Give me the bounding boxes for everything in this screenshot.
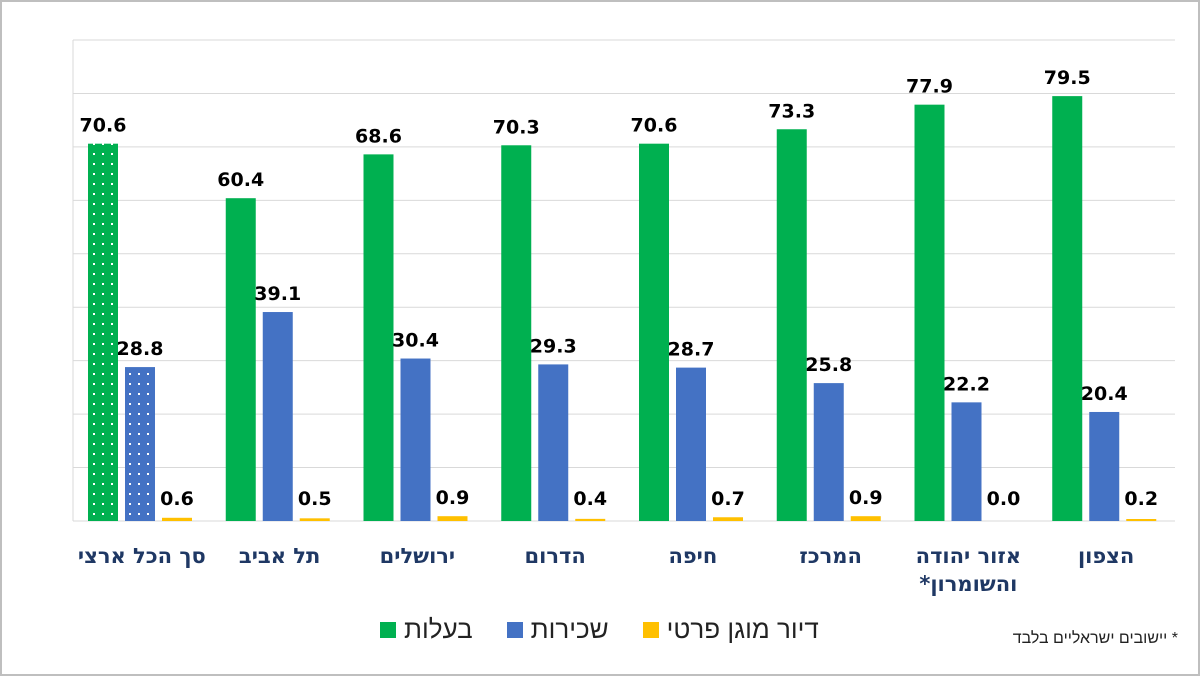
bar [363, 154, 394, 522]
data-label: 28.8 [117, 338, 164, 360]
category-label: חיפה [668, 544, 717, 568]
bar [776, 129, 807, 521]
data-label: 70.6 [631, 115, 678, 137]
bar [162, 517, 192, 521]
data-label: 0.2 [1124, 488, 1158, 510]
bar [299, 518, 330, 521]
legend-label: דיור מוגן פרטי [666, 614, 819, 644]
data-label: 0.7 [711, 488, 745, 510]
data-label: 73.3 [768, 100, 815, 122]
category-label: והשומרון* [919, 572, 1017, 596]
data-label: 0.9 [849, 487, 883, 509]
bar [1089, 411, 1120, 521]
bar [88, 143, 118, 521]
footnote: * יישובים ישראליים בלבד [1012, 630, 1178, 647]
data-label: 28.7 [668, 339, 715, 361]
bar [713, 517, 743, 521]
bar [1126, 519, 1157, 521]
bar [639, 143, 669, 521]
category-label: הצפון [1078, 544, 1134, 568]
category-label: המרכז [799, 544, 862, 568]
bar [125, 367, 155, 521]
legend-label: שכירות [530, 614, 609, 644]
bar [437, 516, 468, 521]
data-label: 60.4 [217, 169, 264, 191]
category-label: תל אביב [239, 544, 320, 568]
legend: בעלות שכירות דיור מוגן פרטי [380, 614, 819, 645]
data-label: 79.5 [1044, 67, 1091, 89]
bar [813, 383, 844, 521]
data-label: 29.3 [530, 335, 577, 357]
bar [850, 516, 881, 521]
legend-swatch-blue [506, 621, 523, 638]
bar [225, 198, 256, 521]
data-label: 0.9 [436, 487, 470, 509]
legend-item-assisted-living: דיור מוגן פרטי [642, 614, 819, 645]
data-label: 68.6 [355, 125, 402, 147]
data-label: 0.5 [298, 488, 332, 510]
data-label: 30.4 [392, 330, 439, 352]
legend-swatch-green [380, 621, 396, 638]
data-label: 77.9 [906, 76, 953, 98]
category-label: ירושלים [380, 544, 455, 568]
legend-item-rental: שכירות [506, 614, 609, 645]
bar [951, 402, 982, 521]
data-label: 39.1 [254, 283, 301, 305]
data-label: 20.4 [1081, 383, 1128, 405]
bar [575, 518, 606, 521]
bar [400, 358, 431, 521]
legend-label: בעלות [404, 614, 473, 644]
bar [1052, 96, 1083, 521]
bar [262, 312, 293, 521]
data-label: 70.3 [493, 116, 540, 138]
category-label: הדרום [525, 544, 586, 568]
data-label: 25.8 [805, 354, 852, 376]
data-label: 0.6 [160, 488, 194, 510]
legend-item-ownership: בעלות [380, 614, 473, 645]
data-label: 22.2 [943, 373, 990, 395]
category-label: סך הכל ארצי [78, 544, 206, 568]
bar [501, 145, 532, 521]
category-label: אזור יהודה [916, 544, 1021, 568]
data-label: 0.4 [573, 488, 607, 510]
bar [676, 367, 706, 521]
legend-swatch-yellow [642, 621, 659, 638]
data-label: 0.0 [987, 488, 1021, 510]
bar [538, 364, 569, 521]
data-label: 70.6 [80, 115, 127, 137]
bar [914, 104, 945, 521]
